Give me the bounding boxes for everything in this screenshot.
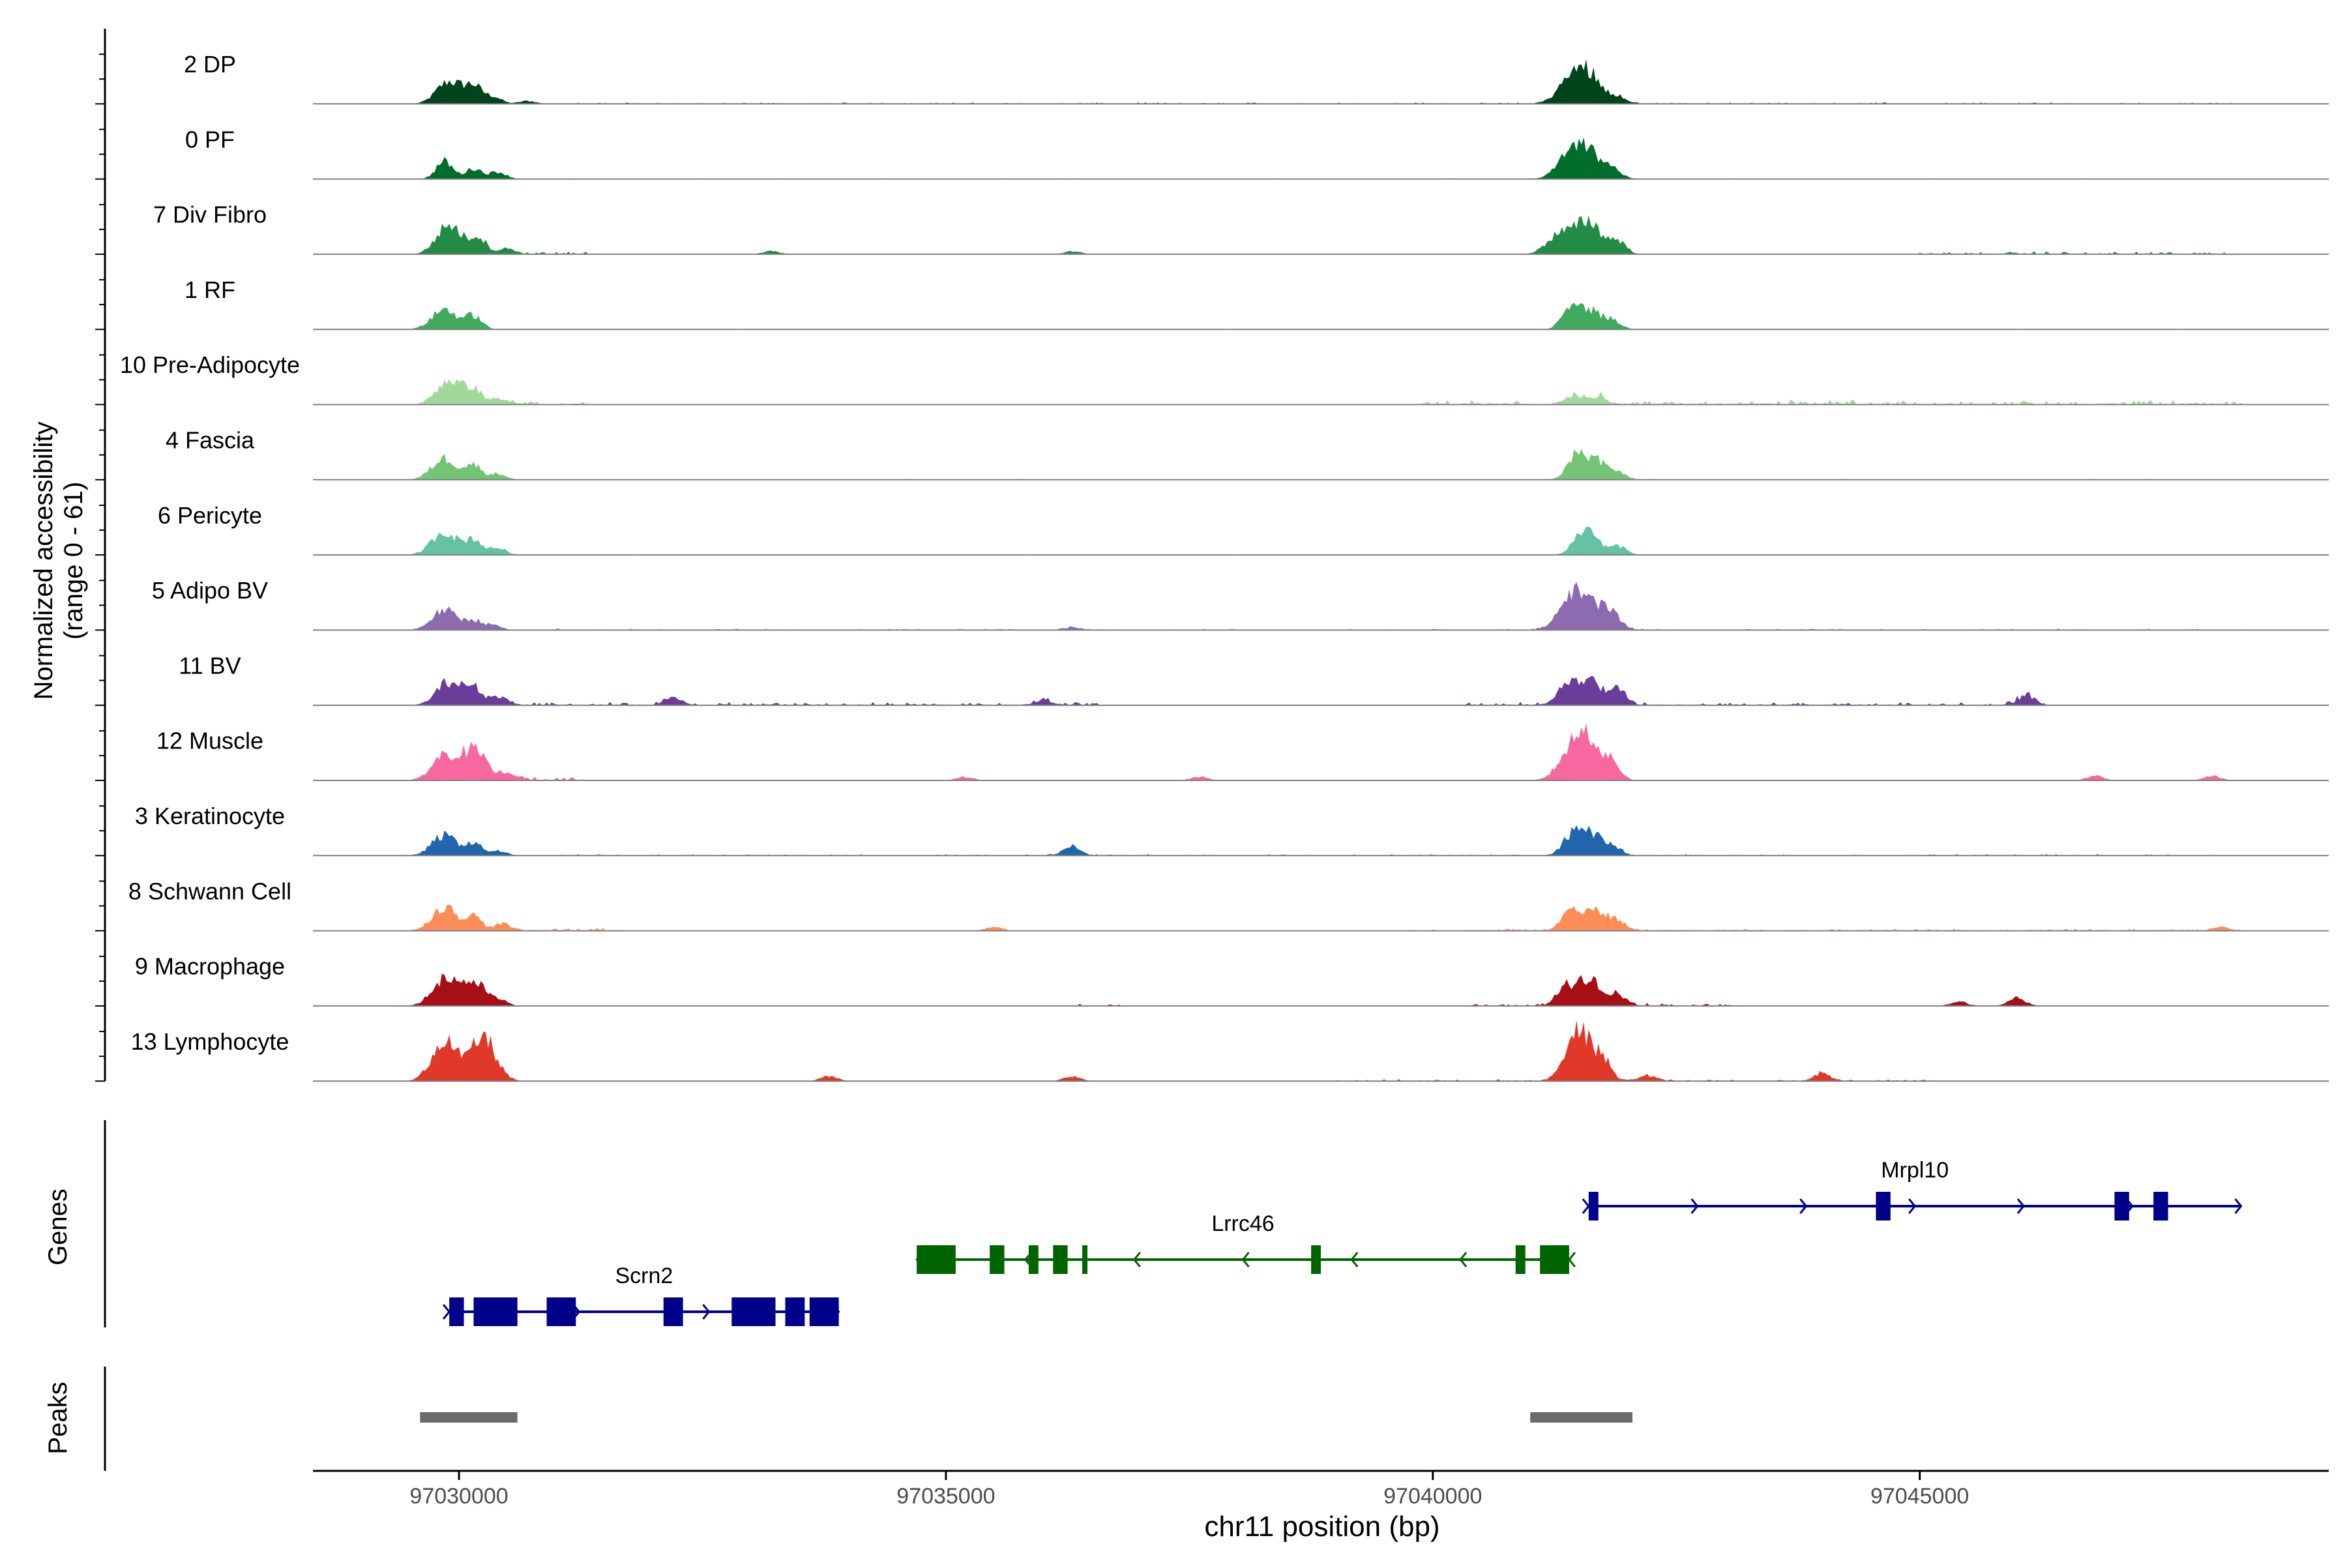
gene-label: Lrrc46 (1211, 1211, 1274, 1236)
gene-annotations: Scrn2 Lrrc46 Mrpl10 (442, 1158, 2243, 1326)
track-3-keratinocyte: 3 Keratinocyte (135, 803, 2329, 857)
exon (1876, 1192, 1891, 1220)
strand-arrow (1459, 1252, 1468, 1267)
track-label: 11 BV (179, 652, 241, 679)
track-label: 10 Pre-Adipocyte (120, 351, 300, 378)
coverage-tracks: 2 DP 0 PF 7 Div Fibro 1 RF 10 Pre-Adipocyte 4… (120, 51, 2329, 1082)
coverage-area (313, 215, 2329, 254)
track-2-dp: 2 DP (184, 51, 2329, 105)
exon (1082, 1245, 1088, 1274)
track-label: 12 Muscle (156, 728, 263, 754)
coverage-area (313, 137, 2329, 179)
track-0-pf: 0 PF (185, 126, 2329, 180)
gene-label: Mrpl10 (1881, 1158, 1949, 1183)
gene-mrpl10: Mrpl10 (1582, 1158, 2243, 1220)
strand-arrow (2234, 1198, 2243, 1214)
strand-arrow (702, 1304, 711, 1320)
exon (2114, 1192, 2129, 1220)
coverage-y-axis-ticks (95, 53, 105, 1082)
track-7-div-fibro: 7 Div Fibro (153, 201, 2329, 255)
track-8-schwann-cell: 8 Schwann Cell (128, 878, 2329, 932)
exon (1053, 1245, 1068, 1274)
track-label: 2 DP (184, 51, 236, 78)
coverage-area (313, 449, 2329, 480)
x-tick-label: 97045000 (1870, 1484, 1969, 1509)
strand-arrow (1567, 1252, 1576, 1267)
x-tick-label: 97035000 (896, 1484, 995, 1509)
strand-arrow (1350, 1252, 1359, 1267)
coverage-area (313, 303, 2329, 330)
strand-arrow (2016, 1198, 2025, 1214)
coverage-area (313, 825, 2329, 856)
track-9-macrophage: 9 Macrophage (135, 953, 2329, 1007)
y-axis-title-line-1: Normalized accessibility (29, 422, 58, 700)
genes-track-label: Genes (44, 1189, 72, 1265)
exon (785, 1297, 805, 1326)
coverage-area (313, 1020, 2329, 1082)
track-13-lymphocyte: 13 Lymphocyte (131, 1020, 2329, 1082)
strand-arrow (1582, 1198, 1590, 1214)
coverage-area (313, 379, 2329, 405)
coverage-area (313, 723, 2329, 780)
gene-scrn2: Scrn2 (442, 1264, 840, 1326)
exon (1540, 1245, 1569, 1274)
gene-lrrc46: Lrrc46 (915, 1211, 1576, 1274)
gene-label: Scrn2 (615, 1264, 673, 1288)
y-axis-title-line-2: (range 0 - 61) (59, 482, 88, 640)
exon (731, 1297, 776, 1326)
exon (990, 1245, 1005, 1274)
strand-arrow (1908, 1198, 1917, 1214)
x-tick-label: 97040000 (1383, 1484, 1482, 1509)
strand-arrow (442, 1304, 451, 1320)
exon (1311, 1245, 1321, 1274)
exon (546, 1297, 576, 1326)
track-label: 9 Macrophage (135, 953, 285, 980)
x-tick-label: 97030000 (409, 1484, 508, 1509)
exon (1588, 1192, 1599, 1220)
strand-arrow (1241, 1252, 1250, 1267)
track-label: 0 PF (185, 126, 235, 153)
peaks-track-label: Peaks (44, 1382, 72, 1454)
track-label: 5 Adipo BV (152, 577, 268, 604)
coverage-area (313, 582, 2329, 630)
exon (809, 1297, 839, 1326)
track-label: 8 Schwann Cell (128, 878, 291, 904)
strand-arrow (1690, 1198, 1699, 1214)
x-axis-title: chr11 position (bp) (1204, 1511, 1439, 1543)
coverage-area (313, 59, 2329, 104)
exon (917, 1245, 956, 1274)
track-label: 4 Fascia (166, 427, 255, 454)
track-label: 3 Keratinocyte (135, 803, 285, 829)
peak-region-bar (1530, 1412, 1632, 1423)
peak-region-bar (420, 1412, 518, 1423)
track-10-pre-adipocyte: 10 Pre-Adipocyte (120, 351, 2329, 406)
track-5-adipo-bv: 5 Adipo BV (152, 577, 2329, 631)
track-label: 1 RF (185, 276, 235, 303)
track-1-rf: 1 RF (185, 276, 2329, 331)
coverage-area (313, 526, 2329, 555)
peak-regions (420, 1412, 1632, 1423)
exon (2153, 1192, 2168, 1220)
strand-arrow (1132, 1252, 1141, 1267)
track-label: 6 Pericyte (158, 502, 262, 529)
exon (663, 1297, 683, 1326)
exon (449, 1297, 464, 1326)
exon (1515, 1245, 1526, 1274)
x-axis-ticks: 97030000 97035000 97040000 97045000 (409, 1471, 1969, 1509)
exon (1028, 1245, 1039, 1274)
track-6-pericyte: 6 Pericyte (158, 502, 2329, 556)
track-12-muscle: 12 Muscle (156, 723, 2329, 781)
coverage-area (313, 973, 2329, 1006)
track-label: 13 Lymphocyte (131, 1028, 289, 1055)
track-11-bv: 11 BV (179, 652, 2329, 706)
exon (473, 1297, 518, 1326)
y-axis-title: Normalized accessibility (range 0 - 61) (29, 422, 88, 700)
track-4-fascia: 4 Fascia (166, 427, 2329, 481)
coverage-area (313, 904, 2329, 931)
track-label: 7 Div Fibro (153, 201, 267, 228)
coverage-area (313, 675, 2329, 705)
strand-arrow (1799, 1198, 1808, 1214)
